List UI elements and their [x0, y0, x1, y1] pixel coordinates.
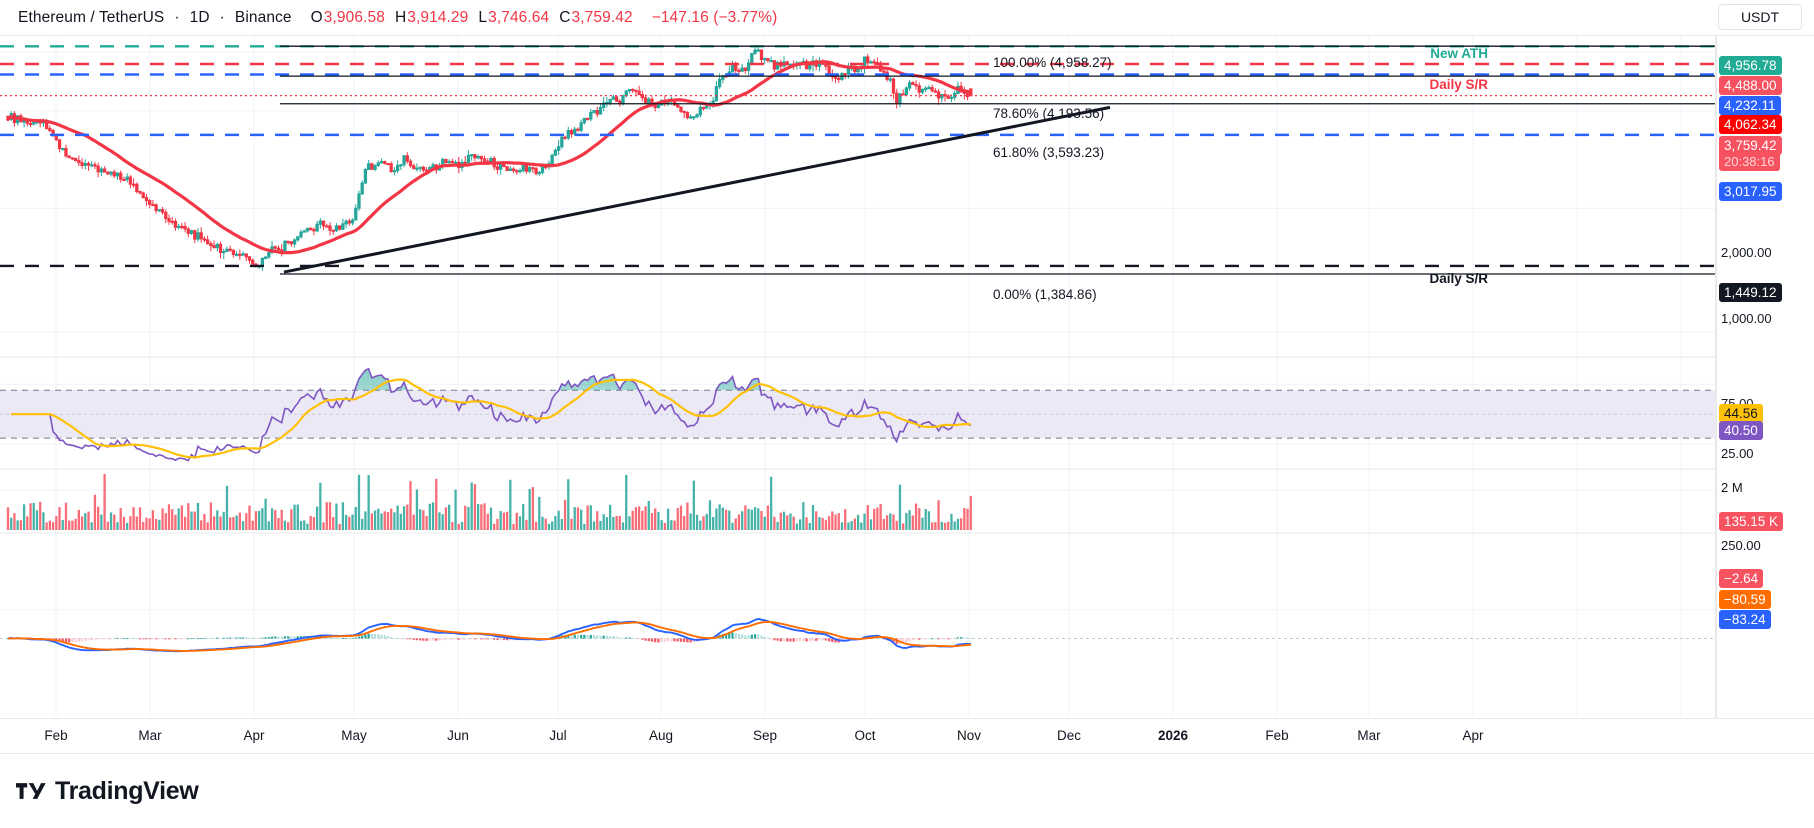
- time-axis-label-2026: 2026: [1157, 728, 1189, 743]
- rsi-ma-line: [11, 378, 971, 459]
- price-pill-ma[interactable]: 4,062.34: [1719, 115, 1782, 134]
- price-pill-last[interactable]: 3,759.42: [1719, 136, 1782, 155]
- volume-axis-tick-label: 2 M: [1721, 480, 1743, 495]
- symbol-legend[interactable]: Ethereum / TetherUS · 1D · Binance O3,906.58 H…: [0, 9, 778, 27]
- open-key: O: [310, 8, 323, 26]
- time-axis[interactable]: Feb Mar Apr May Jun Jul Aug Sep Oct Nov Dec 2026 Feb…: [0, 718, 1814, 754]
- legend-sep-2: ·: [219, 8, 225, 26]
- time-axis-label-aug: Aug: [648, 728, 674, 743]
- time-axis-label-mar: Mar: [138, 728, 162, 743]
- fib-0-label: 0.00% (1,384.86): [993, 287, 1097, 302]
- price-pill-new-ath[interactable]: 4,956.78: [1719, 56, 1782, 75]
- fib-786-label: 78.60% (4,193.56): [993, 106, 1105, 121]
- tradingview-logo[interactable]: TradingView: [16, 777, 199, 806]
- time-axis-label-mar: Mar: [1357, 728, 1381, 743]
- time-axis-label-sep: Sep: [752, 728, 778, 743]
- volume-series: [6, 474, 972, 530]
- rising-trendline: [283, 105, 1111, 274]
- time-axis-label-feb: Feb: [1265, 728, 1289, 743]
- macd-hist-value-pill[interactable]: −2.64: [1719, 569, 1764, 588]
- close-key: C: [559, 8, 571, 26]
- new-ath-label: New ATH: [1430, 46, 1488, 61]
- low-value: 3,746.64: [488, 8, 550, 26]
- macd-line: [7, 617, 971, 653]
- volume-value-pill[interactable]: 135.15 K: [1719, 512, 1784, 531]
- time-axis-label-dec: Dec: [1056, 728, 1082, 743]
- macd-axis-tick-label: 250.00: [1721, 538, 1761, 553]
- rsi-band-fill: [0, 390, 1716, 439]
- price-pill-blue-level[interactable]: 4,232.11: [1719, 96, 1781, 115]
- tradingview-mark-icon: [16, 783, 46, 799]
- rsi-line: [11, 367, 972, 462]
- chart-header: Ethereum / TetherUS · 1D · Binance O3,906.58 H…: [0, 0, 1814, 36]
- high-value: 3,914.29: [407, 8, 469, 26]
- time-axis-label-jul: Jul: [549, 728, 567, 743]
- rsi-value-pill[interactable]: 40.50: [1719, 421, 1763, 440]
- time-axis-label-feb: Feb: [44, 728, 68, 743]
- fib-100-label: 100.00% (4,958.27): [993, 55, 1112, 70]
- daily-sr-lower-label: Daily S/R: [1429, 271, 1488, 286]
- price-axis[interactable]: 2,000.00 1,000.00 4,956.78 4,488.00 4,232.11…: [1716, 36, 1814, 718]
- macd-signal-line: [7, 620, 971, 652]
- exchange-label[interactable]: Binance: [234, 8, 292, 26]
- tradingview-wordmark: TradingView: [55, 776, 199, 805]
- price-pill-blue-support[interactable]: 3,017.95: [1719, 182, 1782, 201]
- daily-sr-upper-label: Daily S/R: [1429, 77, 1488, 92]
- interval-label[interactable]: 1D: [189, 8, 210, 26]
- time-axis-label-oct: Oct: [854, 728, 876, 743]
- high-key: H: [394, 8, 407, 26]
- price-axis-tick-label: 1,000.00: [1721, 311, 1772, 326]
- price-pill-daily-sr-upper[interactable]: 4,488.00: [1719, 76, 1782, 95]
- time-axis-label-may: May: [341, 728, 367, 743]
- macd-signal-value-pill[interactable]: −80.59: [1719, 590, 1771, 609]
- open-value: 3,906.58: [323, 8, 385, 26]
- fib-618-label: 61.80% (3,593.23): [993, 145, 1105, 160]
- time-axis-label-jun: Jun: [447, 728, 469, 743]
- macd-line-value-pill[interactable]: −83.24: [1719, 610, 1771, 629]
- time-axis-label-nov: Nov: [956, 728, 982, 743]
- countdown-pill[interactable]: 20:38:16: [1719, 152, 1780, 171]
- symbol-name[interactable]: Ethereum / TetherUS: [18, 8, 165, 26]
- time-axis-label-apr: Apr: [1462, 728, 1484, 743]
- moving-average-line: [6, 60, 973, 255]
- currency-badge[interactable]: USDT: [1718, 4, 1802, 30]
- low-key: L: [478, 8, 488, 26]
- close-value: 3,759.42: [571, 8, 633, 26]
- time-axis-label-apr: Apr: [243, 728, 265, 743]
- price-pill-daily-sr-lower[interactable]: 1,449.12: [1719, 283, 1782, 302]
- footer: TradingView: [0, 754, 1814, 828]
- price-axis-tick-label: 2,000.00: [1721, 245, 1772, 260]
- legend-sep-1: ·: [174, 8, 180, 26]
- candlestick-series: [6, 45, 973, 271]
- price-axis-divider: [1715, 36, 1716, 718]
- rsi-ma-value-pill[interactable]: 44.56: [1719, 404, 1763, 423]
- rsi-overbought-fill: [318, 368, 761, 391]
- change-value: −147.16 (−3.77%): [651, 8, 778, 26]
- rsi-axis-tick-label: 25.00: [1721, 446, 1754, 461]
- macd-histogram: [6, 632, 972, 644]
